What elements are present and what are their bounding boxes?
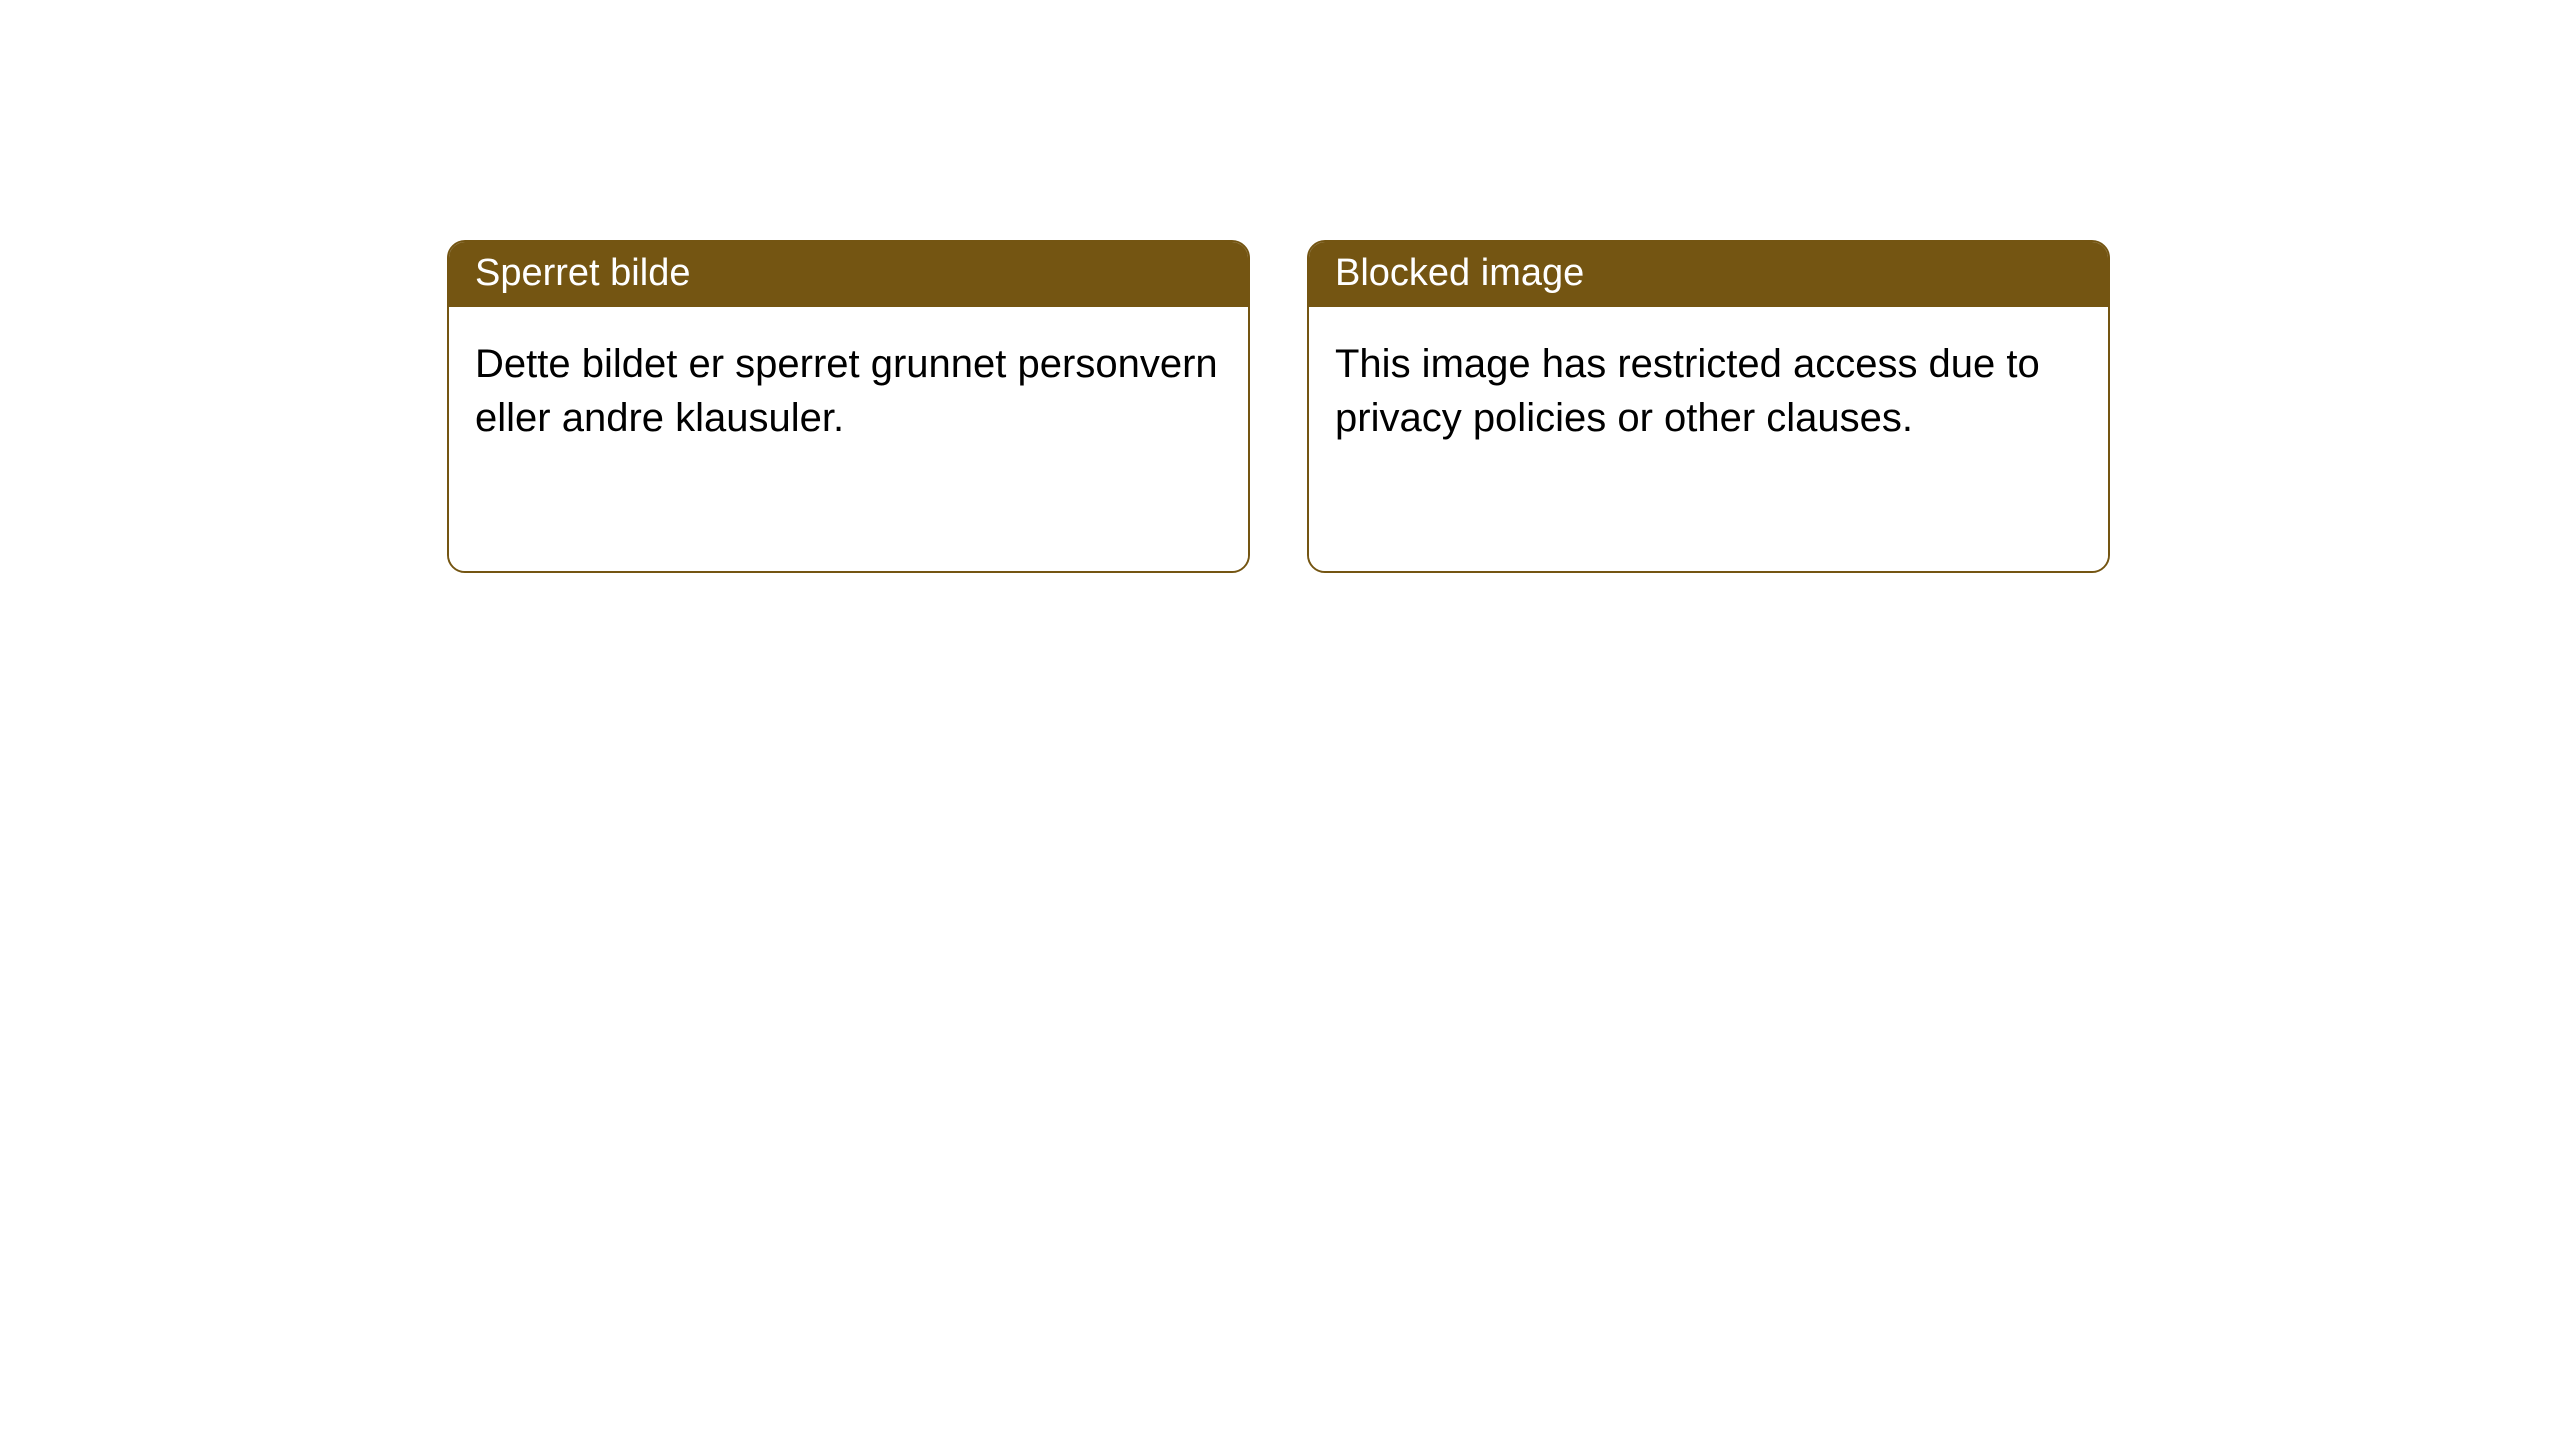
notice-header: Blocked image <box>1309 242 2108 307</box>
notice-container: Sperret bilde Dette bildet er sperret gr… <box>447 240 2110 573</box>
notice-card-english: Blocked image This image has restricted … <box>1307 240 2110 573</box>
notice-card-norwegian: Sperret bilde Dette bildet er sperret gr… <box>447 240 1250 573</box>
notice-header: Sperret bilde <box>449 242 1248 307</box>
notice-body: This image has restricted access due to … <box>1309 307 2108 571</box>
notice-body: Dette bildet er sperret grunnet personve… <box>449 307 1248 571</box>
